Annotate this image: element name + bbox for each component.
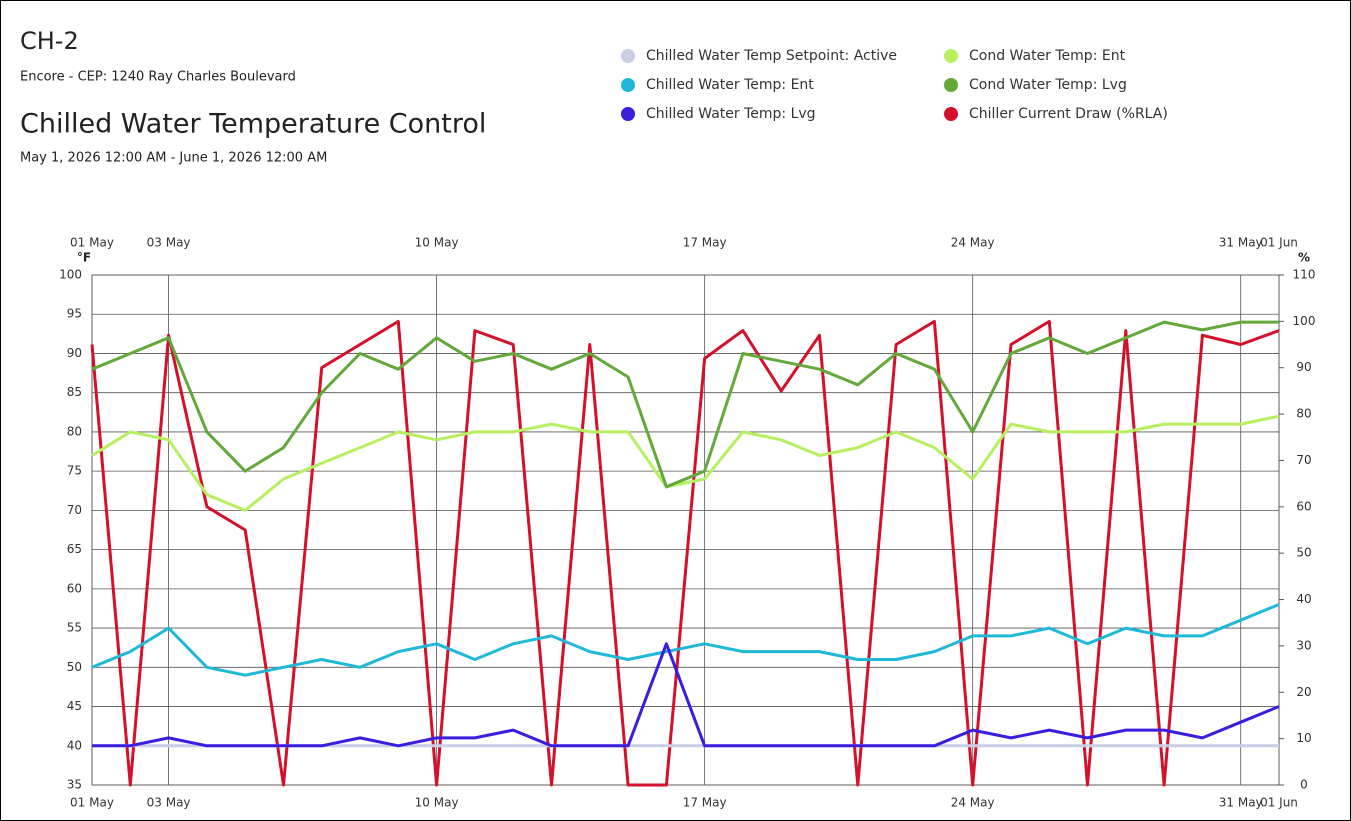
y2-axis-label: %: [1298, 251, 1310, 265]
series-line: [92, 642, 1280, 748]
x-tick-label: 10 May: [415, 236, 459, 250]
y2-tick-label: 0: [1300, 778, 1308, 792]
y-tick-label: 40: [67, 738, 82, 752]
y-tick-label: 75: [67, 464, 82, 478]
y2-tick-label: 40: [1296, 592, 1311, 606]
series-line: [91, 320, 1279, 489]
y2-tick-label: 80: [1296, 407, 1311, 421]
legend-label: Chilled Water Temp: Ent: [646, 77, 814, 93]
y-tick-label: 55: [67, 621, 82, 635]
x-tick-label: 31 May: [1219, 796, 1263, 810]
y-tick-label: 90: [67, 346, 82, 360]
legend-marker: [621, 49, 635, 63]
legend: Chilled Water Temp Setpoint: Active Chill…: [621, 48, 1168, 122]
y2-tick-label: 100: [1293, 314, 1316, 328]
header-title: CH-2: [20, 27, 79, 55]
legend-label: Cond Water Temp: Ent: [969, 48, 1126, 64]
y-tick-label: 35: [67, 778, 82, 792]
series-line: [90, 319, 1280, 787]
y-tick-label: 50: [67, 660, 82, 674]
y-tick-label: 70: [67, 503, 82, 517]
x-tick-label: 24 May: [951, 796, 995, 810]
x-tick-label: 03 May: [147, 796, 191, 810]
y2-tick-label: 110: [1293, 268, 1316, 282]
y-tick-label: 95: [67, 307, 82, 321]
x-tick-label: 24 May: [951, 236, 995, 250]
x-tick-label: 03 May: [147, 236, 191, 250]
legend-label: Chilled Water Temp: Lvg: [646, 106, 816, 122]
legend-marker: [621, 78, 635, 92]
y2-tick-label: 50: [1296, 546, 1311, 560]
legend-label: Chiller Current Draw (%RLA): [969, 106, 1168, 122]
y2-tick-label: 30: [1296, 638, 1311, 652]
series-line: [91, 414, 1280, 512]
legend-marker: [621, 107, 635, 121]
y2-tick-label: 10: [1296, 731, 1311, 745]
x-tick-label: 17 May: [683, 236, 727, 250]
y-tick-label: 45: [67, 699, 82, 713]
x-tick-label: 01 Jun: [1260, 236, 1298, 250]
y-tick-label: 60: [67, 581, 82, 595]
legend-marker: [944, 78, 958, 92]
legend-label: Cond Water Temp: Lvg: [969, 77, 1127, 93]
header-location: Encore - CEP: 1240 Ray Charles Boulevard: [20, 70, 296, 85]
y2-tick-label: 90: [1296, 360, 1311, 374]
x-tick-label: 10 May: [415, 796, 459, 810]
x-tick-label: 01 May: [70, 796, 114, 810]
y-axis-label: °F: [77, 251, 91, 265]
chart-subtitle: May 1, 2026 12:00 AM - June 1, 2026 12:0…: [20, 151, 327, 166]
chart-title: Chilled Water Temperature Control: [20, 109, 486, 140]
legend-marker: [944, 49, 958, 63]
x-tick-label: 01 Jun: [1260, 796, 1298, 810]
y2-tick-label: 20: [1296, 685, 1311, 699]
plot-border: [91, 274, 1280, 786]
x-tick-label: 17 May: [683, 796, 727, 810]
x-tick-label: 01 May: [70, 236, 114, 250]
legend-label: Chilled Water Temp Setpoint: Active: [646, 48, 897, 64]
y-tick-label: 85: [67, 385, 82, 399]
series-line: [91, 603, 1280, 677]
x-tick-label: 31 May: [1219, 236, 1263, 250]
y-tick-label: 100: [59, 268, 82, 282]
y-tick-label: 80: [67, 424, 82, 438]
y2-tick-label: 70: [1296, 453, 1311, 467]
legend-marker: [944, 107, 958, 121]
y2-tick-label: 60: [1296, 499, 1311, 513]
y-tick-label: 65: [67, 542, 82, 556]
